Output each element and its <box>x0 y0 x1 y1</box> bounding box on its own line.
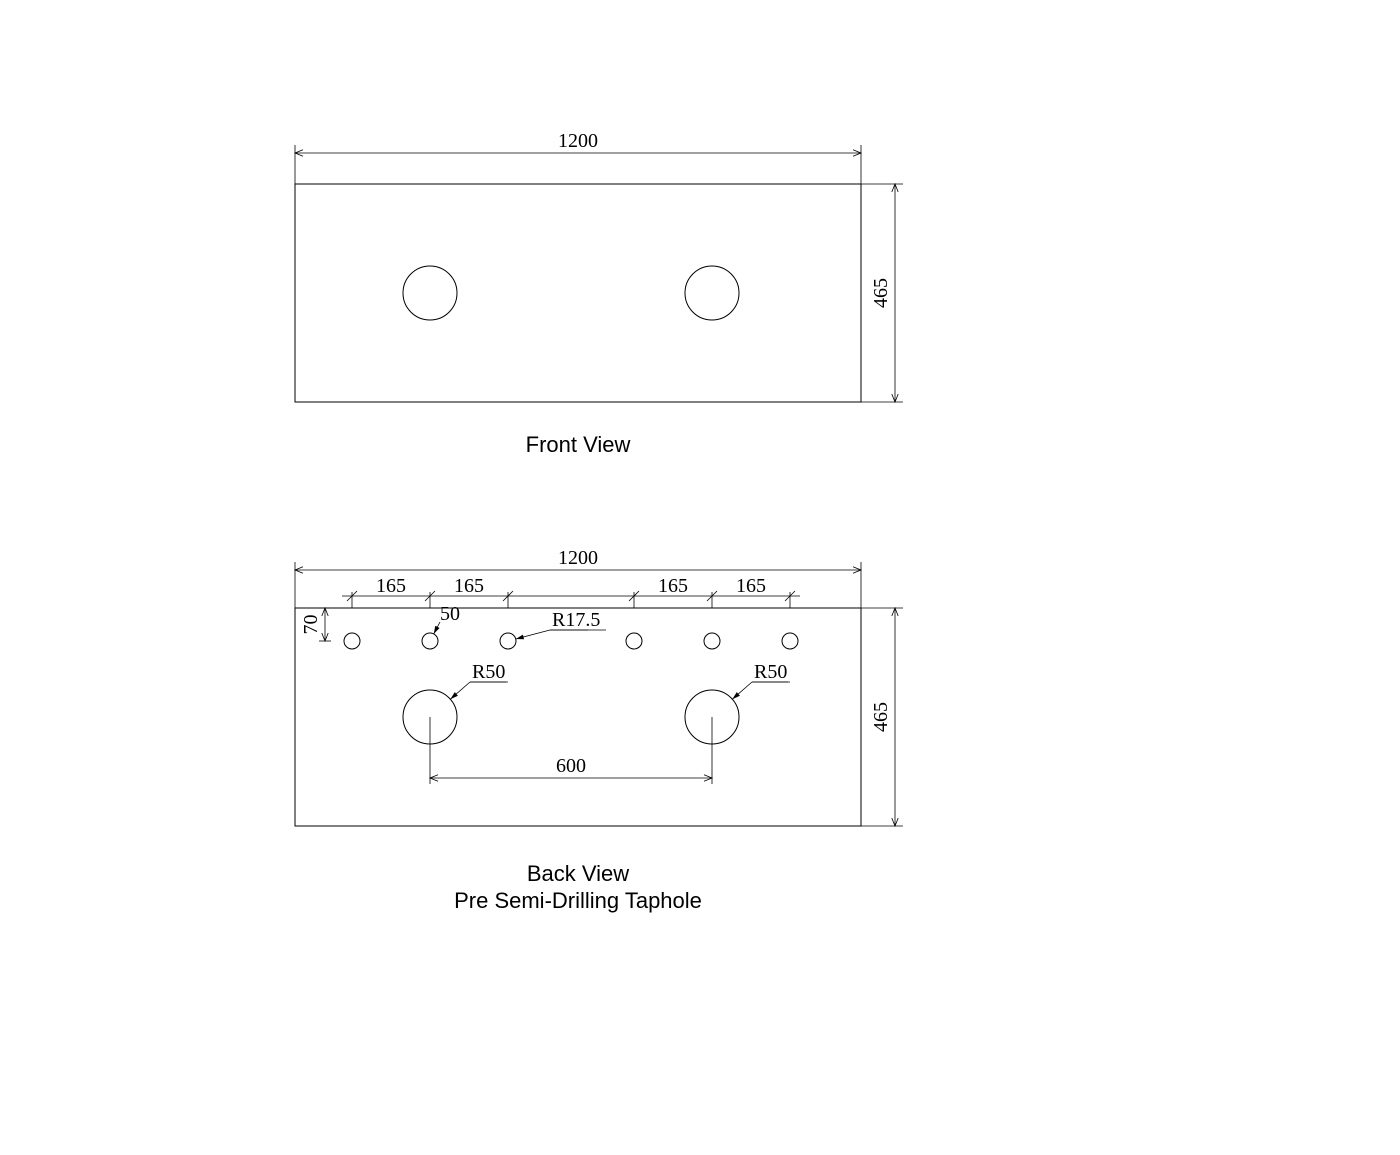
back-outline <box>295 608 861 826</box>
svg-text:600: 600 <box>556 755 586 777</box>
front-hole-1 <box>685 266 739 320</box>
svg-text:165: 165 <box>658 575 688 597</box>
front-hole-0 <box>403 266 457 320</box>
taphole-1 <box>422 633 438 649</box>
svg-text:465: 465 <box>870 702 892 732</box>
taphole-0 <box>344 633 360 649</box>
svg-text:70: 70 <box>300 615 322 635</box>
svg-text:Front View: Front View <box>526 432 631 457</box>
svg-text:165: 165 <box>736 575 766 597</box>
svg-text:Pre Semi-Drilling Taphole: Pre Semi-Drilling Taphole <box>454 888 702 913</box>
svg-text:R50: R50 <box>754 661 787 683</box>
svg-text:50: 50 <box>440 603 460 625</box>
taphole-2 <box>500 633 516 649</box>
svg-text:1200: 1200 <box>558 547 598 569</box>
taphole-3 <box>626 633 642 649</box>
svg-text:R17.5: R17.5 <box>552 609 600 631</box>
taphole-5 <box>782 633 798 649</box>
svg-text:1200: 1200 <box>558 130 598 152</box>
svg-text:Back View: Back View <box>527 861 629 886</box>
front-outline <box>295 184 861 402</box>
svg-text:R50: R50 <box>472 661 505 683</box>
svg-text:165: 165 <box>454 575 484 597</box>
svg-text:465: 465 <box>870 278 892 308</box>
technical-drawing: 1200 465 Front View 1200 465 165 165 165 165 70 60… <box>0 0 1400 1155</box>
svg-text:165: 165 <box>376 575 406 597</box>
taphole-4 <box>704 633 720 649</box>
